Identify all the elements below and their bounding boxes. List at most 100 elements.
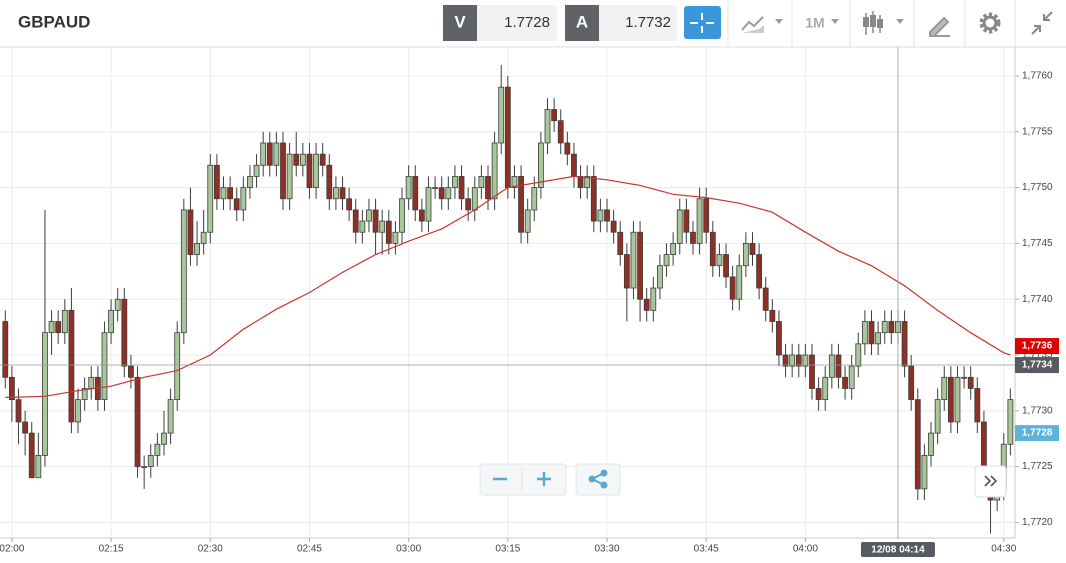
collapse-icon[interactable] [1031, 11, 1053, 35]
ask-box[interactable] [599, 5, 677, 41]
candle-body [35, 455, 42, 479]
candle-body [134, 376, 141, 467]
candle-body [161, 432, 167, 445]
candle-body [974, 388, 981, 423]
candle-body [657, 265, 663, 289]
chart-type-icon[interactable] [741, 16, 764, 31]
candle-body [213, 164, 220, 200]
price-label-box [1015, 425, 1059, 442]
candle-body [842, 376, 848, 389]
dropdown-arrow [831, 19, 839, 24]
candle-body [81, 388, 88, 401]
candle-body [200, 231, 207, 244]
price-label: 1,7728 [1022, 428, 1053, 439]
candle-body [921, 455, 928, 490]
candle-body [650, 287, 657, 311]
candle-body [809, 354, 815, 389]
bid-price: 1.7728 [504, 14, 550, 31]
candle-body [22, 421, 29, 434]
candle-body [187, 209, 194, 255]
ask-badge[interactable] [565, 5, 599, 41]
candle-body [703, 198, 710, 233]
settings-icon-ring [982, 15, 998, 31]
candle-body [795, 354, 802, 367]
candle-body [881, 321, 888, 334]
candle-body [359, 220, 366, 233]
price-label-box [1015, 338, 1059, 355]
candle-body [729, 276, 736, 300]
candle-body [286, 153, 293, 200]
y-tick-label: 1,7730 [1022, 405, 1053, 416]
candle-body [379, 220, 386, 233]
candle-body [518, 176, 524, 233]
candle-body [293, 153, 300, 166]
candle-body [690, 231, 696, 244]
share-dot [588, 475, 596, 483]
candle-body [769, 309, 776, 322]
dropdown-arrow [775, 19, 783, 24]
price-label: 1,7734 [1022, 360, 1053, 371]
candle-body [941, 376, 948, 401]
price-label: 1,7736 [1022, 341, 1053, 352]
candle-body [418, 209, 425, 222]
candle-body [723, 254, 729, 278]
candle-body [742, 242, 749, 267]
candle-body [260, 142, 267, 166]
candle-body [68, 309, 75, 423]
candle-body [385, 220, 392, 244]
candle-body [537, 142, 544, 189]
candle-body [55, 321, 62, 334]
draw-icon[interactable] [929, 16, 950, 37]
crosshair-button[interactable] [684, 6, 721, 39]
candle-body [597, 209, 604, 222]
candle-body [227, 187, 234, 200]
share-button[interactable] [588, 469, 608, 489]
candle-body [432, 187, 438, 190]
candle-body [399, 198, 405, 233]
candle-body [1007, 399, 1014, 445]
candle-body [584, 176, 591, 189]
candle-body [551, 109, 558, 122]
settings-icon[interactable] [979, 12, 1001, 34]
candle-body [623, 254, 630, 289]
candle-body [934, 399, 941, 434]
bid-box[interactable] [477, 5, 557, 41]
candle-body [465, 198, 472, 211]
candle-body [266, 142, 273, 166]
timeframe[interactable]: 1M [805, 15, 824, 31]
candle-body [253, 164, 260, 177]
bid-label: V [454, 12, 466, 31]
symbol: GBPAUD [18, 12, 90, 31]
candle-body [822, 376, 829, 401]
candle-body [670, 242, 677, 255]
candle-body [617, 231, 624, 255]
candle-body [15, 399, 22, 423]
candle-body [207, 164, 214, 233]
y-tick-label: 1,7740 [1022, 294, 1053, 305]
zoom-in-button[interactable] [537, 472, 551, 486]
candle-body [299, 153, 306, 166]
candle-body [326, 164, 333, 200]
candle-body [392, 231, 399, 244]
candle-body [828, 354, 835, 378]
candle-body [247, 176, 253, 189]
candle-body [762, 287, 769, 311]
candle-body [802, 354, 809, 367]
bid-badge[interactable] [443, 5, 477, 41]
candle-body [776, 321, 782, 356]
candle-body [478, 176, 485, 189]
candle-body [756, 254, 763, 289]
x-tick-label: 04:00 [793, 544, 818, 555]
candle-body [280, 142, 286, 200]
candle-body [590, 176, 597, 222]
y-tick-label: 1,7750 [1022, 182, 1053, 193]
ask-label: A [576, 12, 588, 31]
zoom-panel [479, 463, 567, 496]
x-tick-label: 03:00 [396, 544, 421, 555]
crosshair-icon [690, 13, 714, 33]
x-tick-label: 02:00 [0, 544, 25, 555]
candle-body [676, 209, 683, 244]
candle-body [716, 254, 723, 267]
candle-icon-body [870, 15, 876, 27]
candle-body [498, 86, 505, 144]
